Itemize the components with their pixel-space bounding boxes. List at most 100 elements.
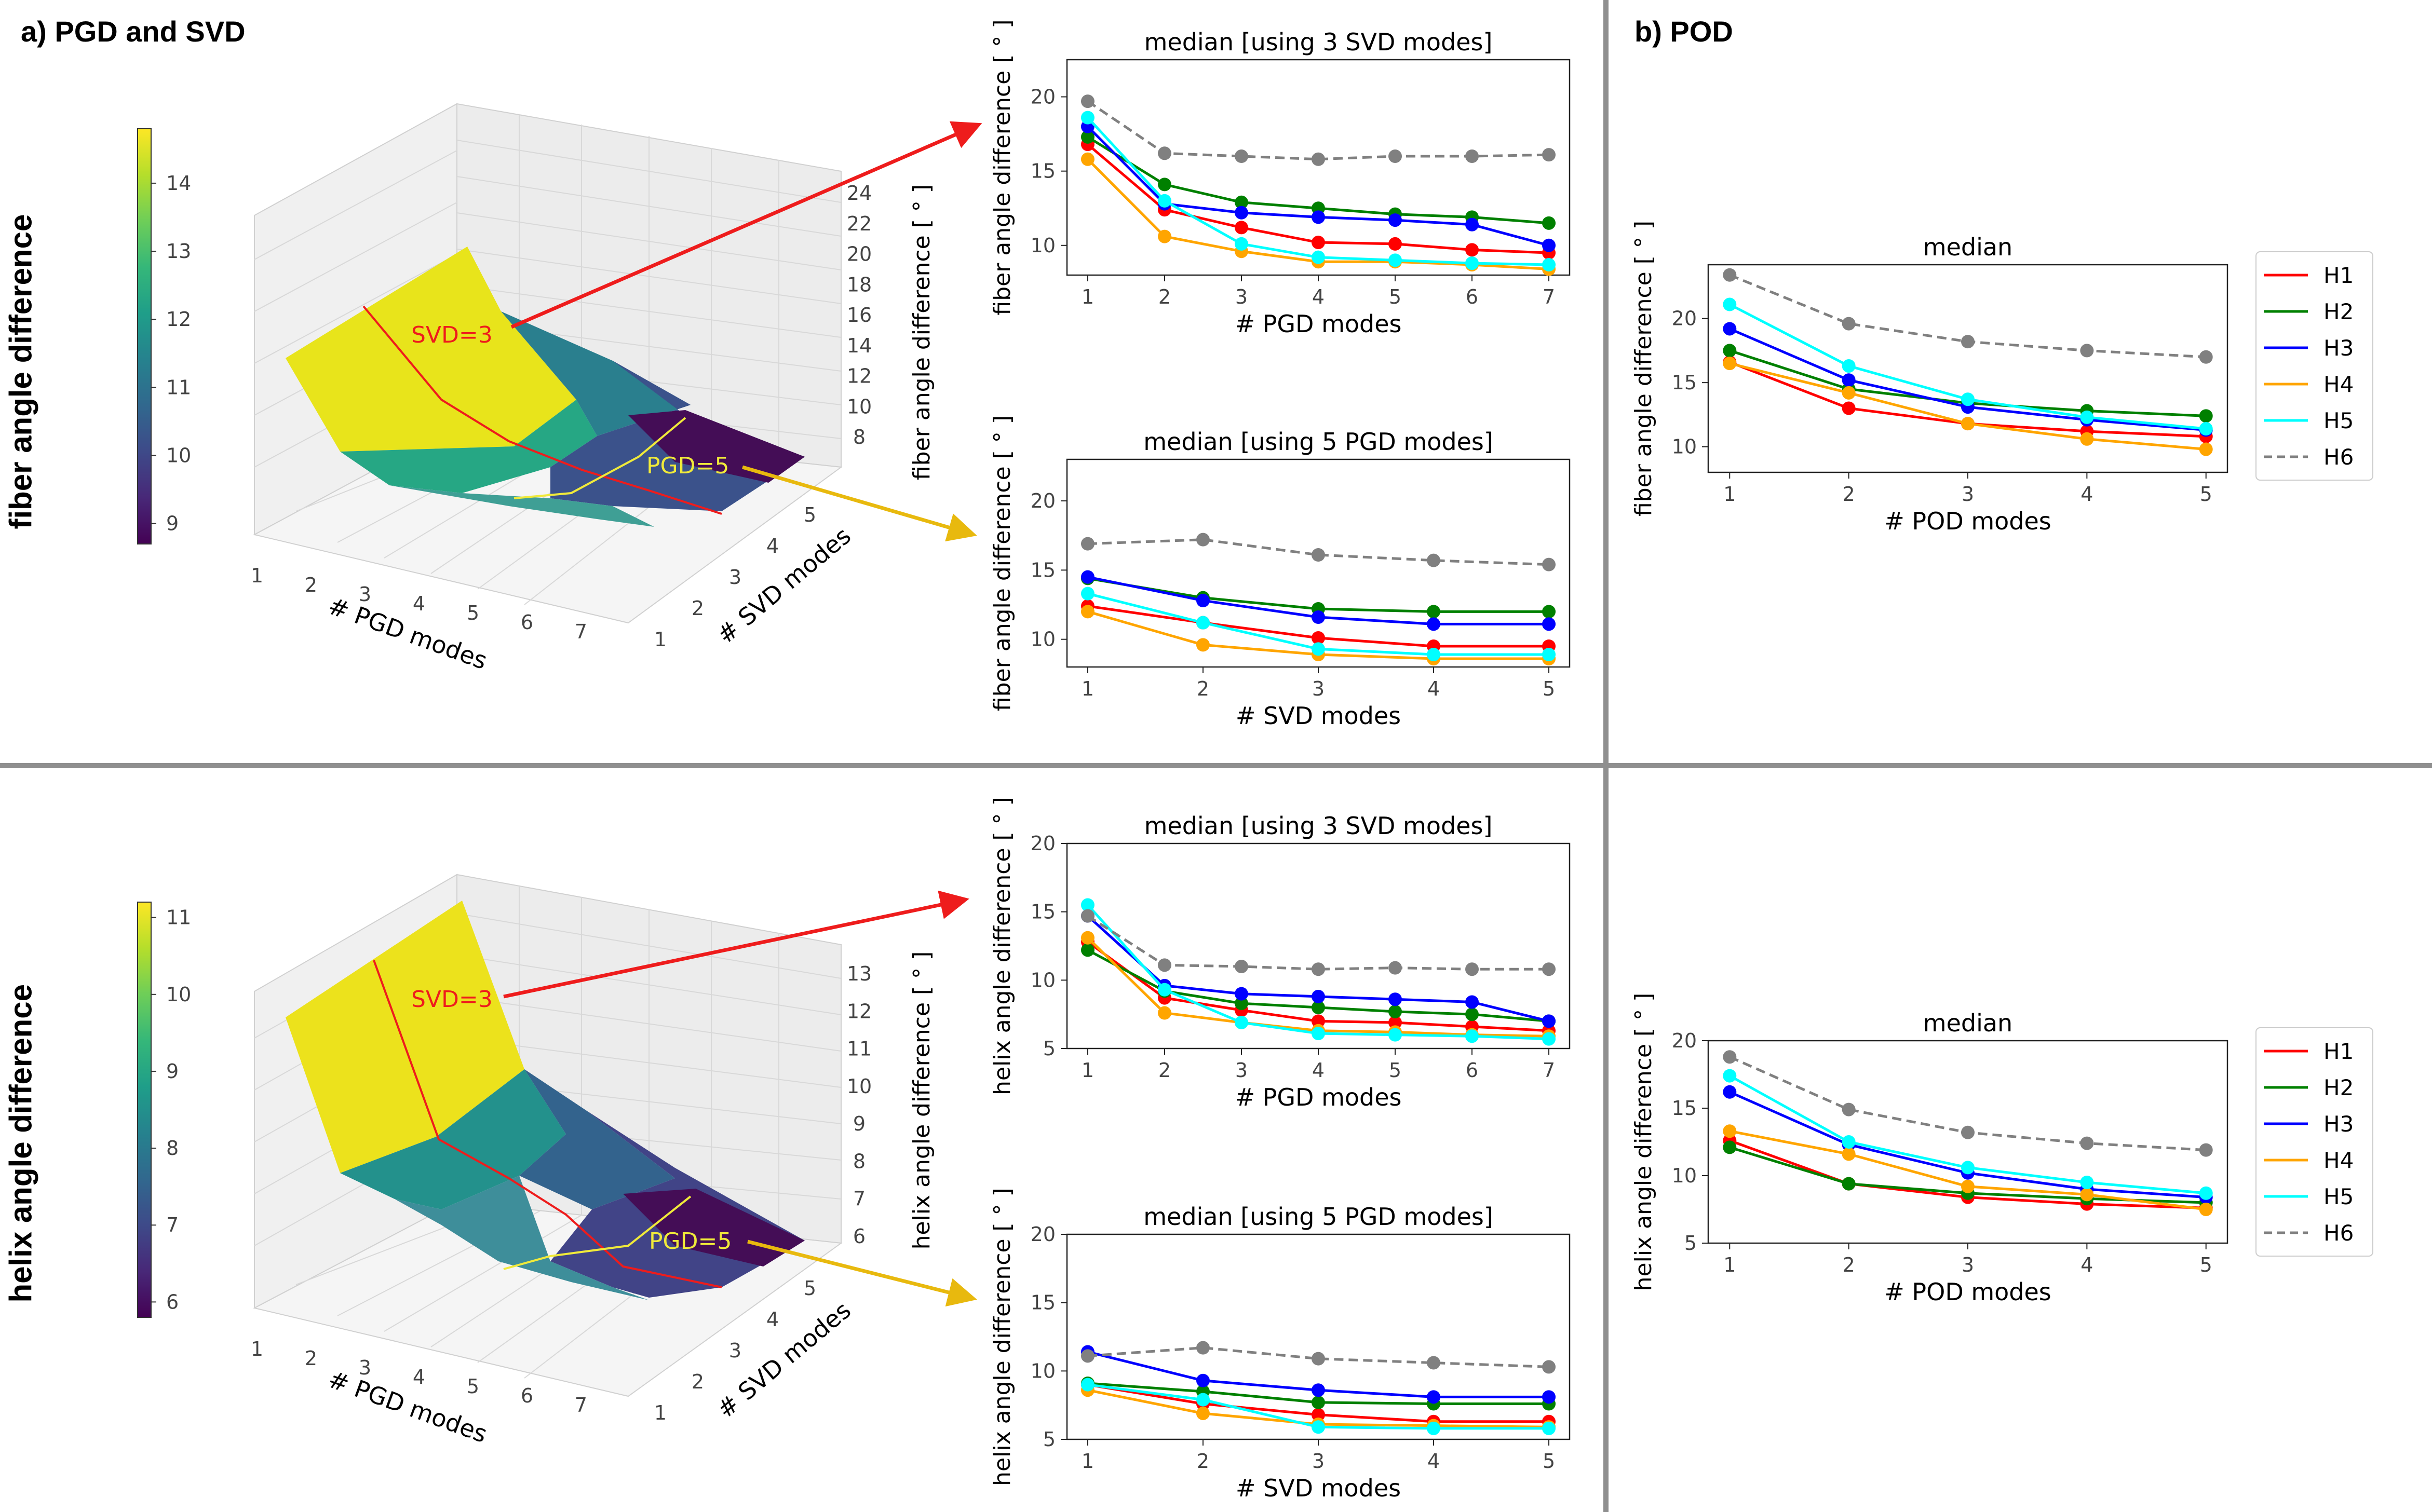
colorbar-gradient (137, 902, 152, 1318)
data-point-H3 (1542, 1390, 1556, 1404)
legend-box (2255, 251, 2373, 481)
data-point-H5 (1842, 1135, 1856, 1149)
data-point-H1 (1312, 1014, 1325, 1028)
series-H5 (1080, 1378, 1556, 1435)
z-tick-label: 14 (847, 334, 872, 357)
data-point-H1 (1465, 243, 1479, 257)
data-point-H4 (1723, 357, 1737, 371)
y-tick-label: 4 (766, 535, 779, 557)
series-H4 (1723, 1124, 2213, 1216)
y-tick-label: 15 (1031, 901, 1056, 923)
data-point-H3 (1312, 1383, 1325, 1397)
data-point-H4 (1080, 605, 1095, 619)
x-tick-label: 1 (251, 564, 263, 587)
y-tick-label: 5 (804, 1277, 816, 1300)
data-point-H5 (1234, 1015, 1248, 1029)
data-point-H2 (1542, 605, 1556, 619)
colorbar-tick-label: 8 (166, 1137, 179, 1160)
data-point-H3 (1542, 617, 1556, 631)
legend-box (2255, 1027, 2373, 1257)
y-tick-label: 4 (766, 1308, 779, 1331)
data-point-H2 (1080, 130, 1095, 144)
data-point-H6 (1961, 335, 1975, 349)
series-H6 (1080, 533, 1556, 571)
z-tick-label: 12 (847, 1000, 872, 1023)
data-point-H4 (2199, 442, 2213, 456)
data-point-H3 (1312, 610, 1325, 624)
data-point-H6 (2199, 1143, 2213, 1157)
x-tick-label: 1 (1723, 1254, 1736, 1276)
data-point-H6 (1312, 1352, 1325, 1366)
series-line-H6 (1087, 1346, 1549, 1368)
y-axis-label: fiber angle difference [ ° ] (1630, 221, 1657, 516)
data-point-H5 (1157, 983, 1171, 997)
chart-title: median [using 5 PGD modes] (1143, 428, 1493, 456)
x-tick-label: 2 (1197, 677, 1209, 700)
x-tick-label: 4 (1427, 677, 1440, 700)
data-point-H5 (1080, 1378, 1095, 1392)
data-point-H5 (2199, 1186, 2213, 1200)
data-point-H6 (1080, 94, 1095, 108)
data-point-H3 (1388, 213, 1402, 227)
data-point-H5 (1388, 1028, 1402, 1042)
x-tick-label: 3 (1962, 483, 1974, 506)
data-point-H2 (2199, 409, 2213, 423)
x-tick-label: 6 (1466, 285, 1478, 308)
series-line-H6 (1087, 538, 1549, 566)
data-point-H4 (1157, 1006, 1171, 1020)
data-point-H2 (1157, 178, 1171, 192)
data-point-H3 (1234, 206, 1248, 220)
data-point-H4 (1196, 638, 1210, 652)
data-point-H6 (1542, 557, 1556, 571)
y-axis-label: helix angle difference [ ° ] (989, 1188, 1016, 1486)
series-H6 (1080, 909, 1556, 976)
surface-face-mid2 (501, 311, 691, 436)
x-tick-label: 4 (1312, 285, 1325, 308)
yellow-arrow (742, 465, 977, 542)
legend-label-H3: H3 (2323, 335, 2354, 361)
data-point-H4 (1961, 417, 1975, 431)
z-tick-label: 13 (847, 962, 872, 985)
colorbar-tick-label: 14 (166, 172, 191, 195)
data-point-H4 (1842, 1147, 1856, 1161)
x-tick-labels: 1 2 3 4 5 6 7 (251, 1338, 587, 1416)
x-tick-label: 4 (1427, 1450, 1440, 1473)
y-tick-label: 15 (1672, 1097, 1697, 1120)
z-tick-label: 8 (853, 426, 866, 448)
data-point-H6 (1723, 1050, 1737, 1064)
data-point-H6 (1388, 961, 1402, 975)
surface-face-high (286, 901, 524, 1173)
colorbar-tick-label: 10 (166, 444, 191, 467)
data-point-H5 (1961, 1161, 1975, 1175)
data-point-H6 (1157, 958, 1171, 972)
data-point-H6 (1842, 317, 1856, 331)
series-H6 (1080, 1341, 1556, 1374)
colorbar: 6 7 8 9 10 11 (137, 902, 191, 1318)
x-tick-label: 3 (1235, 1059, 1248, 1082)
data-point-H5 (2080, 410, 2094, 424)
data-point-H5 (1961, 392, 1975, 406)
data-point-H2 (1542, 216, 1556, 230)
y-axis-label: helix angle difference [ ° ] (989, 797, 1016, 1095)
data-point-H5 (1388, 253, 1402, 267)
x-tick-label: 2 (1158, 1059, 1171, 1082)
x-tick-label: 4 (2080, 483, 2093, 506)
chart-title: median [using 3 SVD modes] (1144, 28, 1493, 56)
x-tick-label: 6 (521, 1384, 533, 1407)
x-axis-label: # POD modes (1884, 507, 2051, 535)
x-tick-labels: 1 2 3 4 5 6 7 (251, 564, 587, 643)
data-point-H6 (1234, 149, 1248, 164)
x-tick-label: 7 (1543, 285, 1555, 308)
data-point-H4 (1196, 1406, 1210, 1420)
data-point-H6 (1465, 149, 1479, 164)
data-point-H6 (1388, 149, 1402, 164)
data-point-H3 (1312, 210, 1325, 224)
x-tick-label: 1 (1082, 677, 1094, 700)
z-tick-label: 18 (847, 273, 872, 296)
data-point-H3 (1427, 617, 1441, 631)
data-point-H6 (2199, 350, 2213, 364)
y-tick-label: 10 (1031, 969, 1056, 991)
data-point-H5 (1196, 1393, 1210, 1407)
series-H5 (1723, 297, 2213, 436)
